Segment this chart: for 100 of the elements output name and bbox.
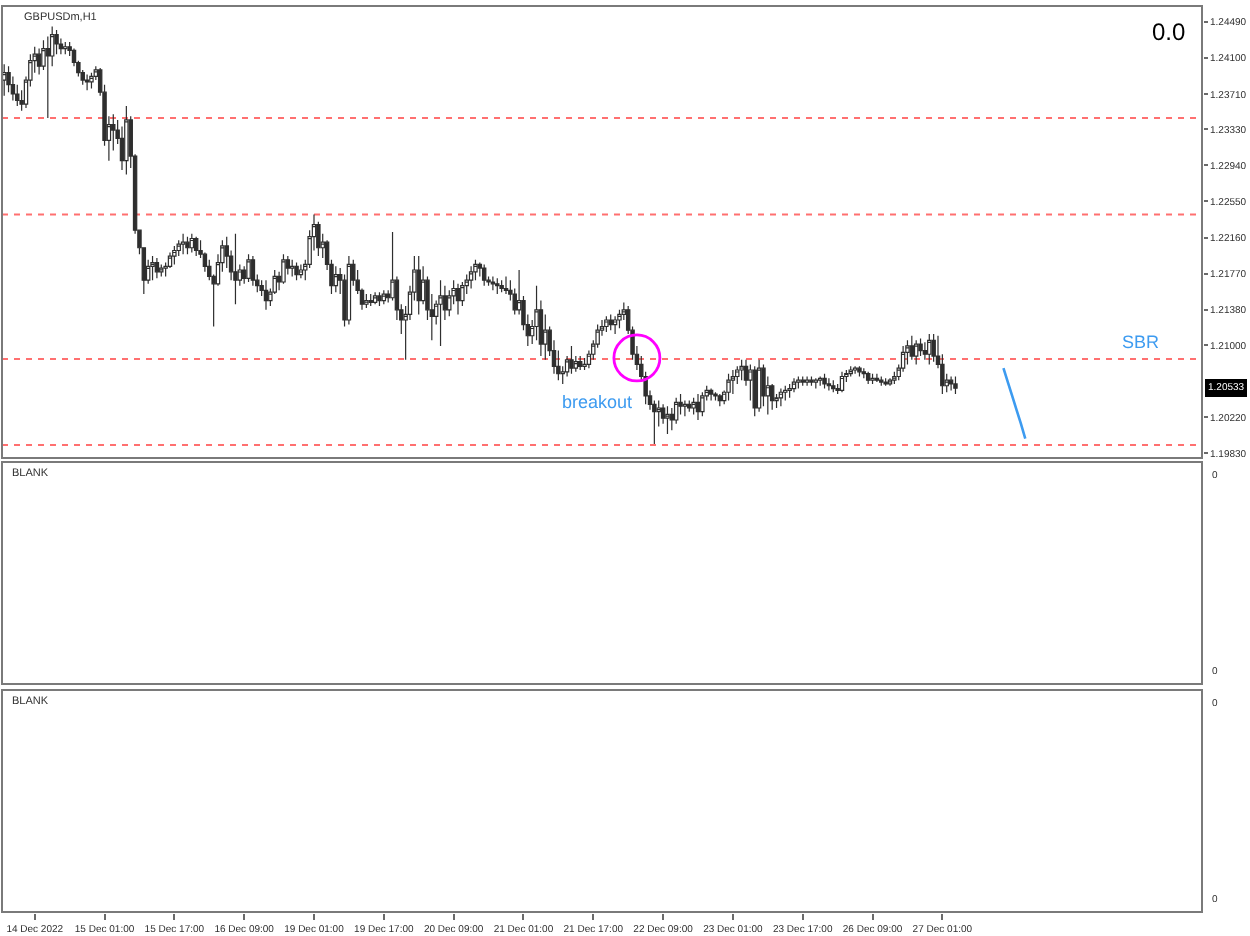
candlestick	[285, 255, 291, 276]
candlestick	[58, 37, 64, 55]
candlestick	[490, 275, 496, 291]
candlestick	[730, 369, 736, 395]
candlestick	[953, 375, 958, 395]
candlestick	[6, 65, 11, 93]
candlestick	[569, 345, 574, 375]
candlestick	[887, 377, 893, 387]
candlestick	[473, 259, 478, 281]
candlestick	[193, 236, 199, 257]
candlestick	[752, 365, 757, 417]
candlestick	[695, 393, 701, 421]
candlestick	[503, 275, 509, 295]
candlestick	[691, 397, 696, 416]
candlestick	[612, 315, 618, 335]
candlestick	[831, 379, 836, 393]
candlestick	[333, 265, 339, 293]
candlestick	[481, 263, 487, 287]
candlestick	[298, 263, 304, 279]
annotation: 0.0	[1152, 18, 1187, 46]
candlestick	[608, 313, 613, 331]
candlestick	[372, 291, 378, 305]
candlestick	[150, 255, 155, 281]
candlestick	[713, 391, 718, 402]
candlestick	[708, 387, 714, 402]
ref-line-label: SBR	[1122, 332, 1161, 352]
candlestick	[857, 365, 862, 378]
candlestick	[233, 233, 238, 305]
candlestick	[804, 375, 810, 387]
candlestick	[870, 373, 875, 385]
candlestick	[455, 283, 461, 316]
candlestick	[687, 399, 692, 413]
candlestick	[604, 315, 609, 333]
candlestick	[726, 373, 731, 402]
candlestick	[673, 397, 679, 425]
candlestick	[416, 255, 421, 316]
candlestick	[817, 375, 823, 387]
candlestick	[883, 377, 888, 387]
candlestick	[922, 341, 928, 361]
candlestick	[822, 373, 827, 390]
candlestick	[905, 339, 910, 366]
candlestick	[778, 387, 784, 407]
candlestick	[80, 69, 85, 86]
candlestick	[124, 105, 129, 176]
candlestick	[63, 41, 68, 55]
candlestick	[154, 257, 160, 279]
candlestick	[892, 371, 897, 385]
candlestick	[682, 399, 688, 417]
line-series	[1002, 366, 1027, 440]
candlestick	[617, 309, 622, 329]
candlestick	[769, 383, 775, 411]
candlestick	[89, 72, 94, 90]
candlestick	[783, 385, 788, 402]
candlestick	[796, 375, 801, 390]
candlestick	[787, 383, 792, 399]
candlestick	[909, 335, 915, 361]
candlestick	[15, 84, 20, 107]
candlestick	[495, 277, 500, 295]
candlestick	[678, 393, 683, 416]
candlestick	[281, 253, 286, 285]
candlestick	[700, 391, 705, 417]
candlestick	[368, 293, 373, 307]
candlestick	[809, 375, 814, 387]
candlestick	[874, 373, 880, 383]
candlestick	[739, 359, 744, 381]
candlestick	[861, 367, 867, 379]
candlestick	[499, 279, 504, 293]
candlestick	[717, 393, 723, 407]
candlestick	[865, 371, 871, 385]
candlestick	[761, 363, 766, 407]
candlestick	[381, 289, 387, 305]
candlestick	[800, 375, 805, 387]
candlestick	[577, 355, 583, 371]
candlestick	[180, 233, 186, 255]
candlestick	[468, 265, 474, 290]
candlestick	[791, 377, 797, 393]
candlestick	[918, 337, 923, 357]
candlestick	[316, 221, 321, 257]
candlestick	[848, 365, 853, 378]
candlestick	[900, 345, 906, 373]
candlestick	[185, 236, 190, 255]
candlestick	[294, 261, 299, 281]
candlestick	[176, 239, 181, 257]
candlestick	[852, 365, 858, 375]
candlestick	[931, 333, 936, 363]
candlestick	[250, 255, 256, 287]
candlestick	[159, 263, 164, 278]
candlestick	[364, 293, 369, 309]
candlestick	[582, 357, 587, 371]
candlestick	[756, 359, 762, 413]
annotation: breakout	[562, 392, 634, 412]
candlestick	[189, 233, 195, 253]
candlestick	[927, 333, 932, 366]
candlestick	[477, 261, 483, 278]
candlestick	[665, 405, 670, 435]
candlestick	[813, 377, 819, 390]
candlestick	[172, 245, 177, 266]
candlestick	[377, 291, 382, 307]
candlestick	[948, 375, 954, 391]
candlestick	[263, 279, 269, 311]
